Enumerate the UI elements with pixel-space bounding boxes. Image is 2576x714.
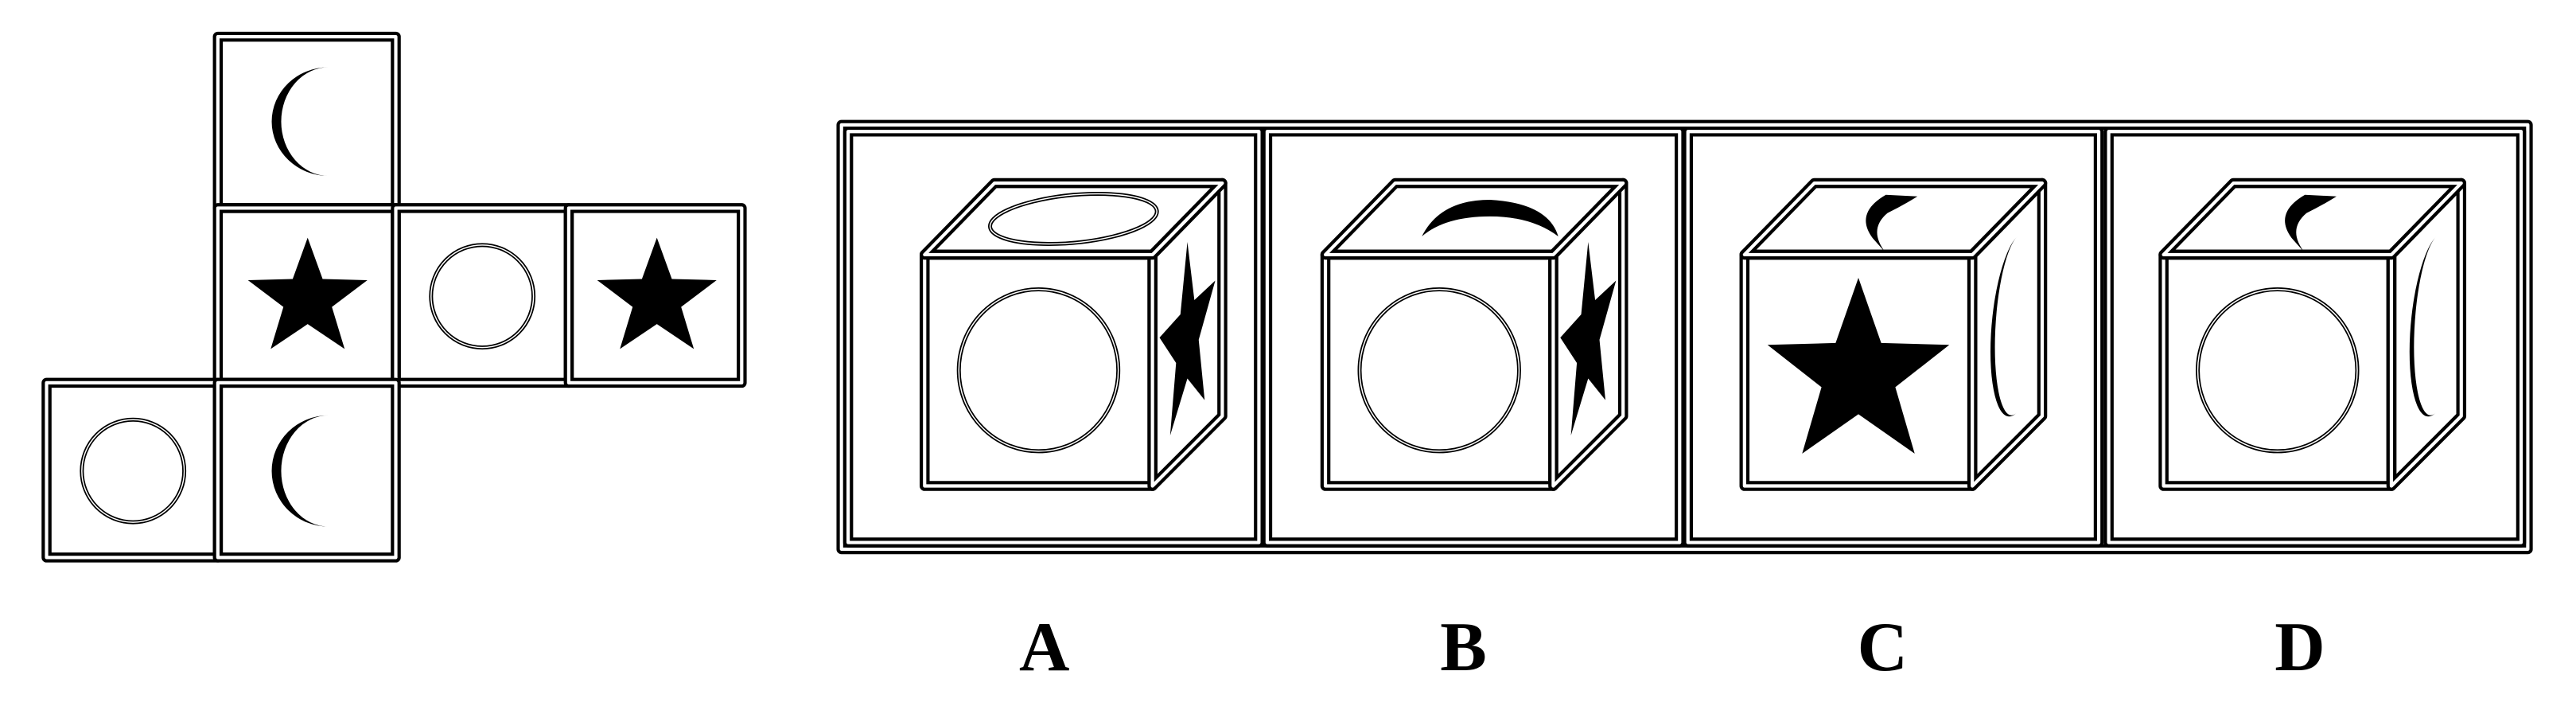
moon	[271, 67, 329, 177]
option-label: B	[1440, 608, 1487, 685]
front-circle	[2198, 290, 2357, 451]
circle	[82, 419, 185, 522]
side-moon	[2409, 236, 2437, 440]
cube-d	[2164, 183, 2461, 486]
cube-b	[1325, 183, 1623, 486]
star	[247, 237, 368, 349]
option-label: C	[1858, 608, 1908, 685]
net	[47, 37, 742, 557]
top-moon	[2285, 194, 2337, 253]
star	[597, 237, 717, 349]
top-moon	[1866, 194, 1918, 253]
option-label: D	[2274, 608, 2325, 685]
circle	[431, 245, 534, 348]
moon	[271, 415, 329, 527]
cube-c	[1745, 183, 2042, 486]
front-circle	[1360, 290, 1519, 451]
side-moon	[1990, 236, 2018, 440]
top-moon	[1422, 199, 1558, 236]
cube-a	[924, 183, 1222, 486]
options-panel	[836, 119, 2533, 555]
side-star	[1560, 213, 1617, 447]
front-circle	[959, 290, 1118, 451]
front-star	[1767, 277, 1950, 454]
side-star	[1159, 213, 1216, 447]
option-label: A	[1019, 608, 1069, 685]
top-circle	[969, 194, 1177, 244]
